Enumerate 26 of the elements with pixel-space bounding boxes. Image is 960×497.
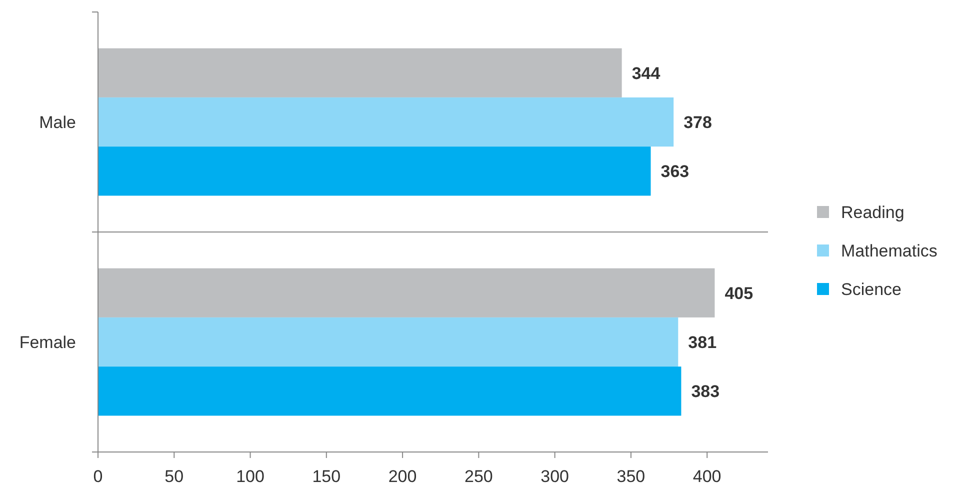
x-tick-label: 0 [93, 467, 103, 486]
y-tick-label: Male [39, 112, 76, 132]
legend-label: Mathematics [841, 241, 938, 260]
y-tick-label: Female [19, 332, 76, 352]
x-tick-label: 300 [540, 467, 570, 486]
x-tick-label: 350 [616, 467, 646, 486]
legend-label: Reading [841, 202, 904, 222]
data-label: 381 [688, 332, 717, 352]
legend-label: Science [841, 280, 902, 299]
x-tick-label: 250 [464, 467, 493, 486]
data-label: 344 [632, 64, 661, 83]
data-label: 363 [660, 162, 690, 182]
bar [98, 48, 622, 98]
bar [98, 97, 674, 147]
bar [98, 317, 678, 367]
bar [98, 146, 651, 196]
bar [98, 268, 715, 318]
x-tick-label: 150 [312, 467, 341, 486]
data-label: 383 [691, 382, 720, 402]
x-tick-label: 400 [692, 467, 722, 486]
x-tick-label: 50 [164, 467, 184, 486]
x-tick-label: 200 [388, 467, 417, 486]
x-tick-label: 100 [236, 467, 264, 486]
data-label: 378 [684, 112, 712, 132]
bar [98, 366, 682, 416]
data-label: 405 [724, 284, 754, 303]
